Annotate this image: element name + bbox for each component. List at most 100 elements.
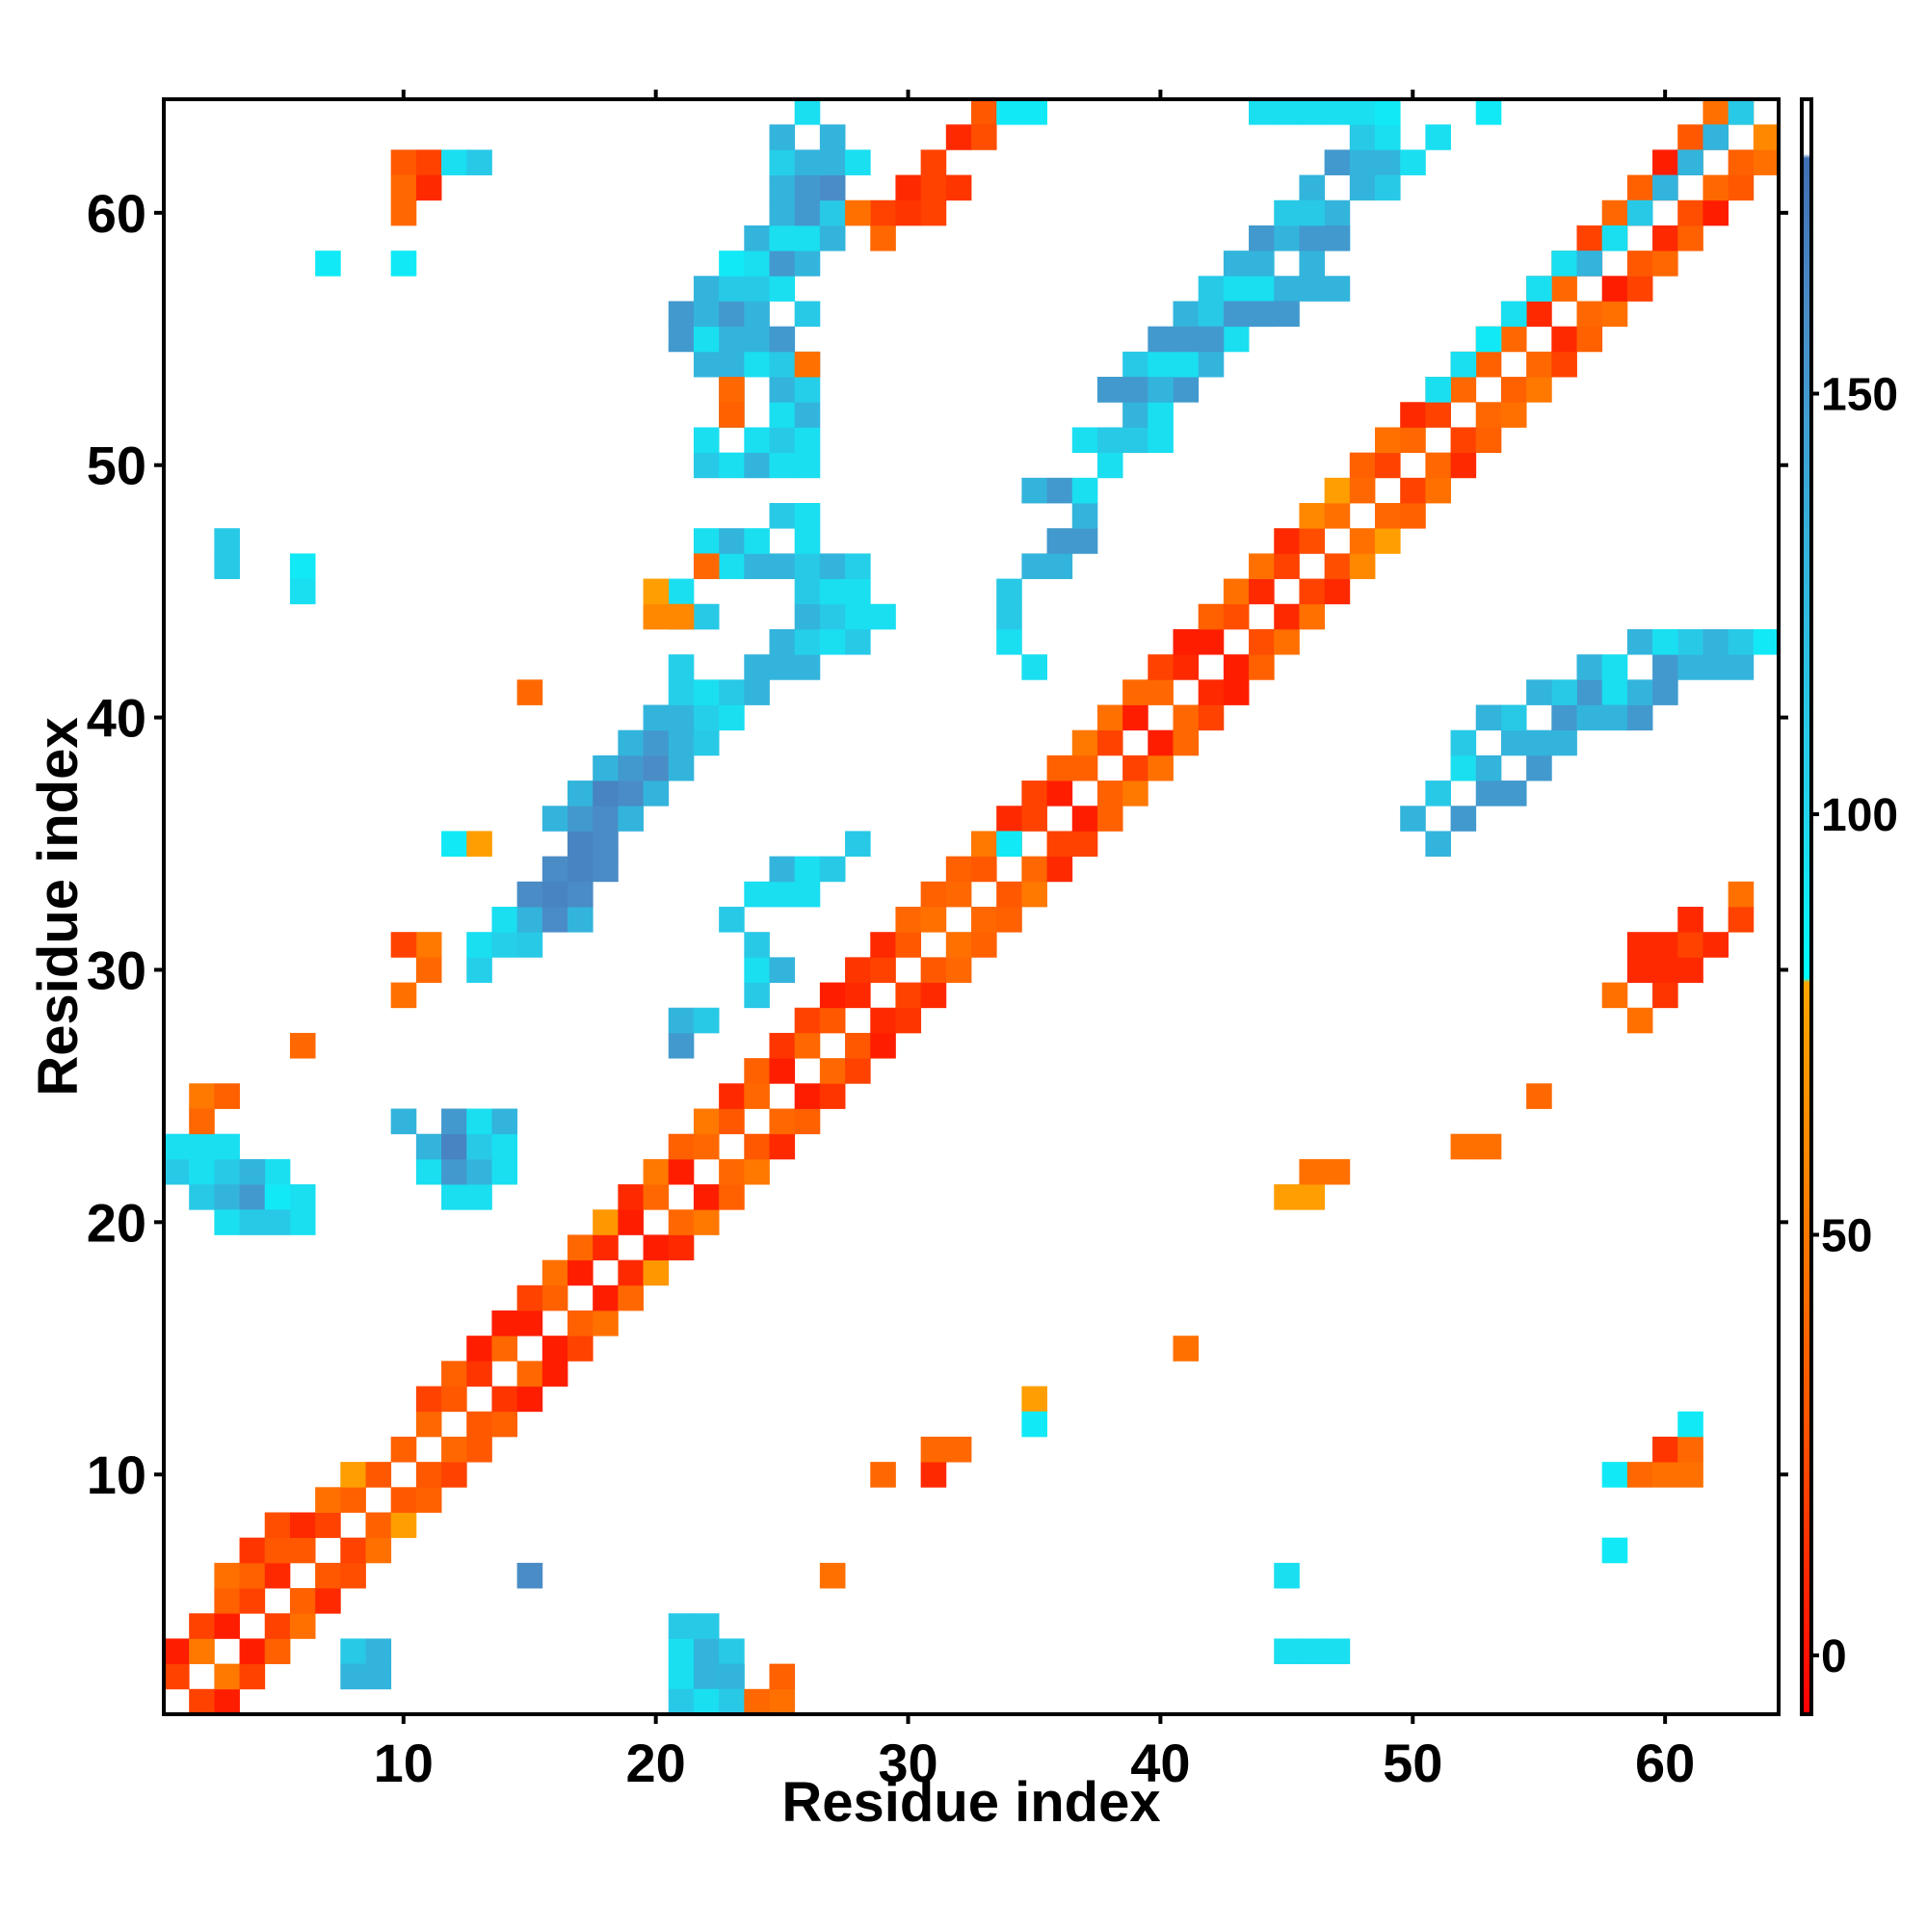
heatmap-cell: [164, 1663, 190, 1690]
heatmap-cell: [618, 1184, 644, 1210]
heatmap-cell: [1274, 603, 1300, 630]
heatmap-cell: [1703, 174, 1729, 201]
y-tick-label: 40: [87, 688, 146, 749]
heatmap-cell: [1299, 199, 1326, 226]
heatmap-cell: [1349, 528, 1376, 554]
heatmap-cell: [1274, 99, 1300, 125]
heatmap-cell: [845, 553, 871, 579]
heatmap-cell: [289, 1588, 316, 1614]
heatmap-cell: [1122, 377, 1148, 403]
heatmap-cell: [1626, 251, 1653, 277]
heatmap-cell: [1299, 578, 1326, 605]
x-tick-label: 60: [1635, 1733, 1695, 1793]
heatmap-cell: [744, 1133, 770, 1160]
heatmap-cell: [1148, 377, 1174, 403]
heatmap-cell: [1626, 276, 1653, 302]
heatmap-cell: [593, 856, 619, 883]
heatmap-cell: [1526, 276, 1552, 302]
heatmap-cell: [1299, 1638, 1326, 1665]
heatmap-cell: [643, 603, 670, 630]
heatmap-cell: [189, 1083, 215, 1109]
heatmap-cell: [668, 578, 695, 605]
heatmap-cell: [1475, 326, 1502, 353]
heatmap-cell: [744, 452, 770, 479]
heatmap-cell: [1703, 199, 1729, 226]
heatmap-cell: [693, 326, 720, 353]
heatmap-cell: [289, 1613, 316, 1639]
heatmap-cell: [1601, 301, 1628, 328]
heatmap-cell: [744, 881, 770, 908]
heatmap-cell: [1576, 251, 1603, 277]
heatmap-cell: [1526, 754, 1552, 781]
heatmap-cell: [1576, 654, 1603, 680]
heatmap-cell: [769, 377, 796, 403]
heatmap-cell: [415, 1411, 442, 1438]
heatmap-cell: [744, 351, 770, 378]
heatmap-cell: [1601, 1462, 1628, 1488]
heatmap-cell: [1400, 503, 1426, 529]
heatmap-cell: [1274, 1184, 1300, 1210]
heatmap-cell: [744, 1688, 770, 1715]
heatmap-cell: [593, 1310, 619, 1337]
heatmap-cell: [769, 251, 796, 277]
heatmap-cell: [744, 957, 770, 983]
heatmap-cell: [1046, 754, 1073, 781]
heatmap-cell: [1728, 174, 1755, 201]
heatmap-cell: [491, 1108, 518, 1135]
x-tick-label: 40: [1130, 1733, 1190, 1793]
heatmap-cell: [289, 1209, 316, 1235]
heatmap-cell: [945, 174, 972, 201]
heatmap-cell: [769, 427, 796, 454]
colorbar-tick-label: 0: [1821, 1631, 1847, 1682]
heatmap-cell: [769, 881, 796, 908]
heatmap-cell: [668, 1688, 695, 1715]
heatmap-cell: [516, 1386, 543, 1413]
heatmap-cell: [1475, 402, 1502, 428]
heatmap-cell: [794, 528, 821, 554]
heatmap-cell: [1274, 553, 1300, 579]
heatmap-cell: [1551, 251, 1577, 277]
heatmap-cell: [819, 628, 846, 655]
heatmap-cell: [996, 99, 1022, 125]
heatmap-cell: [719, 1663, 745, 1690]
heatmap-cell: [1375, 99, 1401, 125]
heatmap-cell: [719, 1184, 745, 1210]
heatmap-cell: [1274, 276, 1300, 302]
heatmap-cell: [1324, 1158, 1351, 1185]
heatmap-cell: [1677, 907, 1703, 933]
heatmap-cell: [1223, 276, 1250, 302]
heatmap-cell: [819, 578, 846, 605]
heatmap-cell: [1223, 654, 1250, 680]
heatmap-cell: [744, 251, 770, 277]
heatmap-cell: [693, 276, 720, 302]
heatmap-cell: [1551, 276, 1577, 302]
heatmap-cell: [1500, 402, 1527, 428]
heatmap-cell: [744, 276, 770, 302]
heatmap-cell: [415, 174, 442, 201]
heatmap-cell: [845, 603, 871, 630]
heatmap-cell: [794, 199, 821, 226]
heatmap-cell: [1021, 553, 1047, 579]
heatmap-cell: [769, 1663, 796, 1690]
heatmap-cell: [668, 754, 695, 781]
heatmap-cell: [1096, 781, 1123, 807]
heatmap-cell: [541, 1259, 568, 1286]
heatmap-cell: [794, 553, 821, 579]
heatmap-cell: [1198, 628, 1225, 655]
heatmap-cell: [794, 225, 821, 251]
heatmap-cell: [1475, 704, 1502, 731]
heatmap-cell: [1626, 1007, 1653, 1034]
heatmap-cell: [1677, 957, 1703, 983]
heatmap-cell: [1652, 1462, 1678, 1488]
heatmap-cell: [1652, 149, 1678, 175]
heatmap-cell: [693, 1663, 720, 1690]
heatmap-cell: [1198, 603, 1225, 630]
heatmap-cell: [516, 907, 543, 933]
heatmap-cell: [214, 1184, 240, 1210]
heatmap-cell: [1475, 427, 1502, 454]
heatmap-cell: [1173, 377, 1200, 403]
heatmap-cell: [1173, 351, 1200, 378]
heatmap-cell: [744, 326, 770, 353]
heatmap-cell: [189, 1688, 215, 1715]
heatmap-cell: [618, 806, 644, 832]
